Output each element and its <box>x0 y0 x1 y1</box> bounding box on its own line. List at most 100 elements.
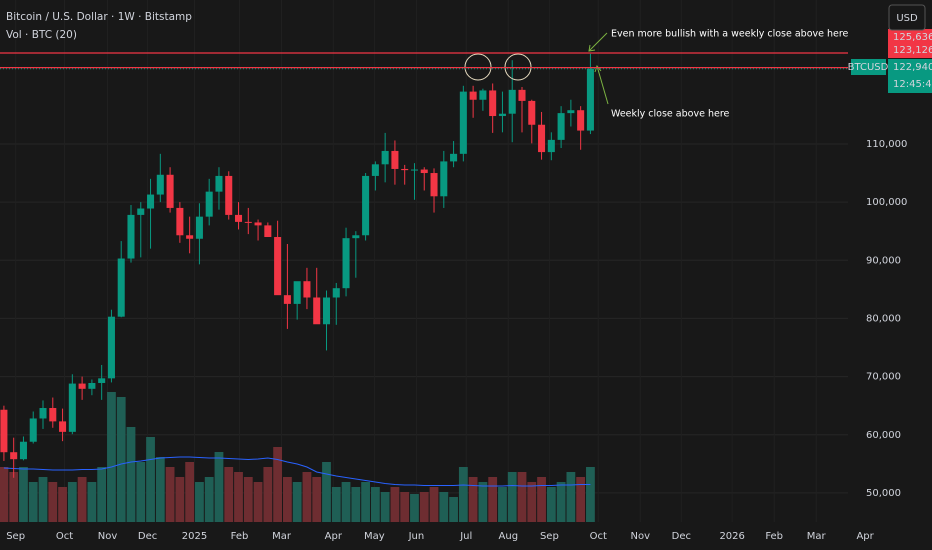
currency-button[interactable] <box>888 4 926 31</box>
arrow-head <box>588 44 596 52</box>
candle-body <box>49 408 57 422</box>
candle-body <box>195 216 203 239</box>
candle-body <box>176 207 184 236</box>
volume-bar <box>253 482 263 522</box>
volume-bar <box>77 477 87 522</box>
candle-body <box>332 288 340 298</box>
y-tick-label: 110,000 <box>866 139 907 150</box>
candle-body <box>489 90 497 117</box>
candle-body <box>98 378 106 383</box>
candle-body <box>508 89 516 114</box>
volume-indicator-label: Vol · BTC (20) <box>6 29 77 41</box>
arrow-head <box>594 64 602 73</box>
volume-bar <box>165 467 175 522</box>
candle-body <box>156 174 164 195</box>
volume-bar <box>175 477 185 522</box>
candle-body <box>19 441 27 460</box>
x-tick-label: Mar <box>807 531 827 542</box>
candle-body <box>381 150 389 165</box>
volume-bar <box>527 482 537 522</box>
candle-body <box>528 100 536 125</box>
candle-body <box>479 90 487 100</box>
volume-bar <box>361 482 370 522</box>
volume-bar <box>19 467 28 522</box>
candle-body <box>538 124 546 153</box>
candle-body <box>303 281 311 298</box>
candle-body <box>225 175 233 215</box>
volume-bar <box>28 482 38 522</box>
volume-bar <box>546 487 556 522</box>
x-tick-label: Apr <box>856 531 874 542</box>
volume-pane <box>0 392 595 522</box>
x-tick-label: Dec <box>672 531 691 542</box>
volume-bar <box>243 477 253 522</box>
x-tick-label: Feb <box>765 531 783 542</box>
currency-label[interactable]: USD <box>896 13 918 24</box>
y-tick-label: 80,000 <box>866 313 901 324</box>
candle-body <box>440 161 448 197</box>
volume-bar <box>263 467 273 522</box>
candle-body <box>567 110 575 114</box>
volume-bar <box>302 472 312 522</box>
volume-bar <box>429 487 439 522</box>
volume-bar <box>341 482 351 522</box>
candle-body <box>322 297 331 325</box>
volume-bar <box>478 482 488 522</box>
y-tick-label: 50,000 <box>866 488 901 499</box>
x-tick-label: Oct <box>590 531 607 542</box>
volume-bar <box>351 487 361 522</box>
candle-body <box>586 68 594 131</box>
candle-body <box>0 409 8 453</box>
x-tick-label: Feb <box>231 531 249 542</box>
volume-bar <box>439 492 449 522</box>
candle-body <box>283 295 291 304</box>
volume-bar <box>273 447 283 522</box>
annotation: Weekly close above here <box>611 109 730 120</box>
level-label: 123,126 <box>893 45 932 56</box>
volume-bar <box>400 492 410 522</box>
x-tick-label: Sep <box>6 531 25 542</box>
candle-body <box>518 89 526 101</box>
candle-body <box>391 150 399 169</box>
candle-body <box>459 91 467 154</box>
annotation: Even more bullish with a weekly close ab… <box>611 29 849 40</box>
last-price-box <box>888 59 932 93</box>
candle-body <box>274 237 282 296</box>
volume-bar <box>537 477 546 522</box>
candle-body <box>117 258 125 317</box>
price-axis: 50,000 60,000 70,000 80,000 90,000 100,000 110… <box>6 29 932 542</box>
arrow <box>588 32 608 52</box>
volume-bar <box>155 457 165 522</box>
volume-bar <box>107 392 116 522</box>
x-tick-label: Jul <box>459 531 472 542</box>
volume-bar <box>87 482 97 522</box>
candle-body <box>147 194 155 209</box>
volume-bar <box>38 477 48 522</box>
x-tick-label: Jun <box>408 531 425 542</box>
candle-body <box>342 238 350 289</box>
candle-body <box>420 169 428 174</box>
volume-bar <box>331 487 341 522</box>
highlight-circle <box>504 53 532 81</box>
candle-body <box>547 139 555 153</box>
highlight-circle <box>464 53 492 81</box>
volume-bar <box>370 487 380 522</box>
volume-bar <box>204 477 214 522</box>
candle-body <box>88 382 96 389</box>
volume-bar <box>224 467 234 522</box>
volume-bar <box>380 492 390 522</box>
candle-body <box>166 174 174 208</box>
level-label-box <box>888 42 932 58</box>
candle-body <box>401 168 409 171</box>
candle-body <box>254 222 262 226</box>
level-label: 125,636 <box>893 32 932 43</box>
x-tick-label: Mar <box>272 531 292 542</box>
candle-body <box>264 225 272 238</box>
symbol-label: BTCUSD <box>848 62 889 73</box>
volume-bar <box>97 467 107 522</box>
candle-body <box>68 383 76 432</box>
symbol-box <box>851 59 886 75</box>
candle-body <box>234 214 243 222</box>
grid <box>0 143 848 494</box>
